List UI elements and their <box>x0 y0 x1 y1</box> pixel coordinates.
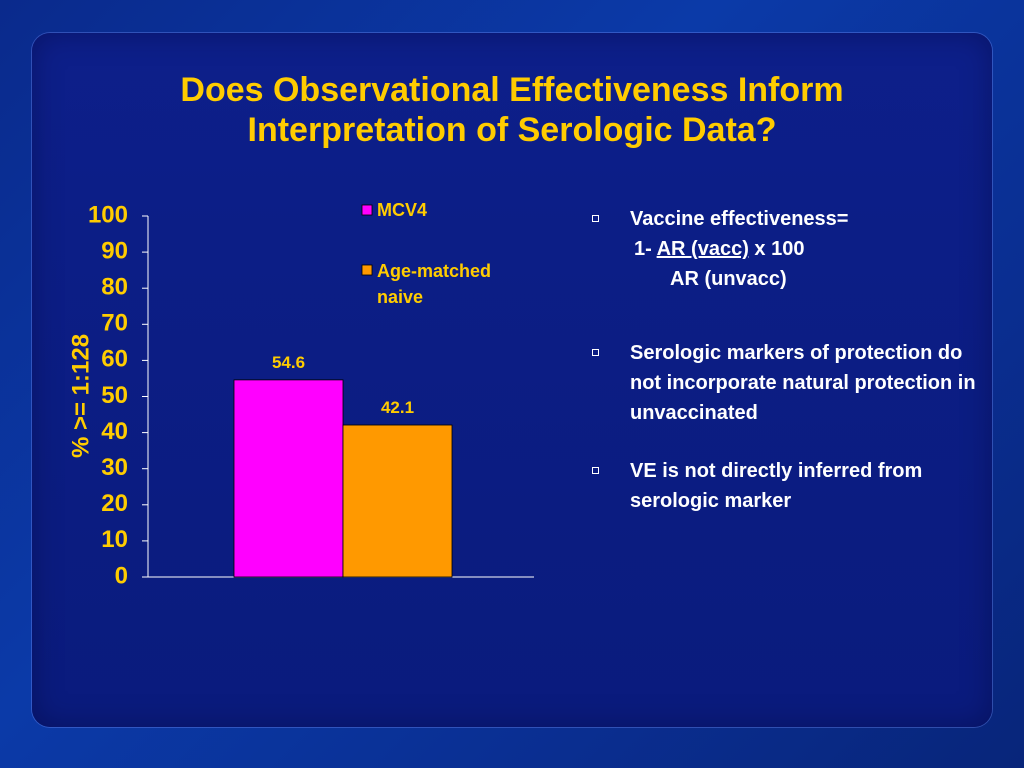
bars: 54.6 42.1 <box>233 353 453 578</box>
bullet-text: VE is not directly inferred from serolog… <box>630 460 923 512</box>
slide-panel <box>32 33 992 727</box>
y-tick-label: 30 <box>101 454 128 481</box>
bar-age-matched-naive <box>342 424 453 578</box>
formula-numerator: AR (vacc) <box>656 238 749 260</box>
y-ticks: 0 10 20 30 40 50 60 70 80 90 100 <box>88 201 148 589</box>
y-tick-label: 40 <box>101 418 128 445</box>
bullet-text: Vaccine effectiveness= <box>630 208 849 230</box>
slide-title: Does Observational Effectiveness Inform … <box>0 70 1024 150</box>
bullet-ve-not-inferred: VE is not directly inferred from serolog… <box>588 456 988 516</box>
legend-swatch-mcv4 <box>361 204 373 216</box>
y-tick-label: 10 <box>101 526 128 553</box>
legend-swatch-age-matched <box>361 264 373 276</box>
bullet-square-icon <box>592 467 599 474</box>
bullet-list: Vaccine effectiveness= 1- AR (vacc) x 10… <box>588 204 988 516</box>
y-tick-label: 80 <box>101 274 128 301</box>
y-tick-label: 20 <box>101 490 128 517</box>
legend: MCV4 Age-matched naive <box>361 200 491 307</box>
y-tick-label: 50 <box>101 382 128 409</box>
legend-label-mcv4: MCV4 <box>377 200 427 220</box>
bar-mcv4 <box>233 379 344 578</box>
formula-denominator: AR (unvacc) <box>670 268 787 290</box>
y-axis-label: % >= 1:128 <box>67 334 94 458</box>
formula-suffix: x 100 <box>748 238 805 260</box>
legend-label-age-matched-line1: Age-matched <box>377 261 491 281</box>
bullet-serologic-markers: Serologic markers of protection do not i… <box>588 338 988 428</box>
title-line-2: Interpretation of Serologic Data? <box>247 111 777 149</box>
y-tick-label: 100 <box>88 201 128 228</box>
bullet-vaccine-effectiveness: Vaccine effectiveness= <box>588 204 988 234</box>
data-label-age-matched-naive: 42.1 <box>381 398 414 417</box>
y-tick-label: 70 <box>101 310 128 337</box>
bullet-square-icon <box>592 215 599 222</box>
bullet-square-icon <box>592 349 599 356</box>
y-tick-label: 90 <box>101 237 128 264</box>
formula-prefix: 1- <box>634 238 657 260</box>
ve-formula-line: 1- AR (vacc) x 100 <box>588 234 988 264</box>
bullet-text: Serologic markers of protection do not i… <box>630 342 976 424</box>
legend-label-age-matched-line2: naive <box>377 287 423 307</box>
data-label-mcv4: 54.6 <box>272 353 305 372</box>
title-line-1: Does Observational Effectiveness Inform <box>180 71 844 109</box>
y-tick-label: 0 <box>115 562 128 589</box>
y-tick-label: 60 <box>101 346 128 373</box>
